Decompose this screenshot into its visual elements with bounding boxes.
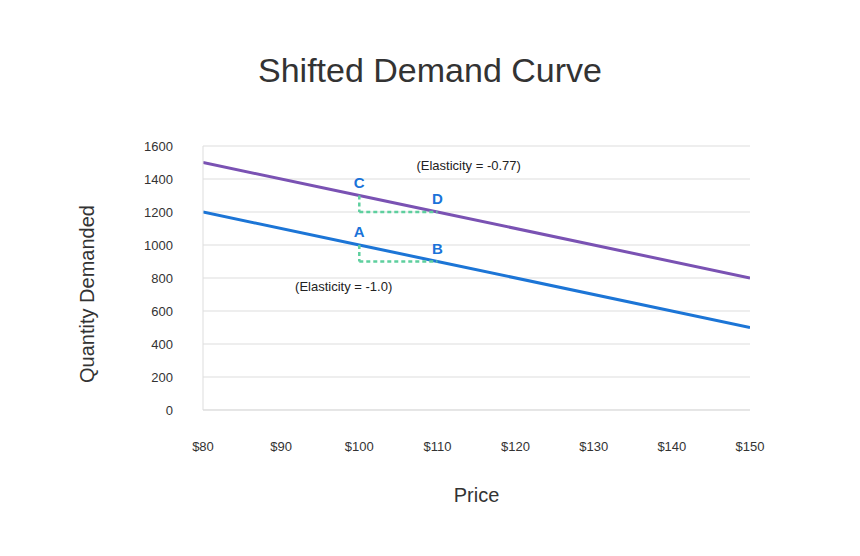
svg-text:D: D [432, 190, 443, 207]
svg-text:(Elasticity = -1.0): (Elasticity = -1.0) [295, 279, 392, 294]
svg-text:800: 800 [151, 271, 173, 286]
svg-text:$80: $80 [192, 439, 214, 454]
svg-text:$140: $140 [657, 439, 686, 454]
svg-text:$110: $110 [423, 439, 451, 454]
svg-text:(Elasticity = -0.77): (Elasticity = -0.77) [416, 158, 520, 173]
svg-text:600: 600 [151, 304, 173, 319]
svg-text:0: 0 [166, 403, 173, 418]
svg-text:A: A [354, 223, 365, 240]
svg-text:1400: 1400 [144, 172, 173, 187]
svg-text:$150: $150 [736, 439, 765, 454]
svg-text:$100: $100 [345, 439, 374, 454]
svg-text:C: C [354, 174, 365, 191]
svg-text:1200: 1200 [144, 205, 173, 220]
svg-text:400: 400 [151, 337, 173, 352]
svg-text:$90: $90 [270, 439, 292, 454]
html-text:Shifted Demand Curve: Shifted Demand Curve [258, 51, 602, 89]
html-text:Quantity Demanded: Quantity Demanded [76, 205, 98, 383]
svg-text:$120: $120 [501, 439, 530, 454]
svg-text:$130: $130 [579, 439, 608, 454]
html-text:Price: Price [453, 484, 500, 506]
svg-text:B: B [432, 240, 443, 257]
svg-text:200: 200 [151, 370, 173, 385]
svg-text:1000: 1000 [144, 238, 173, 253]
svg-text:1600: 1600 [144, 139, 173, 154]
